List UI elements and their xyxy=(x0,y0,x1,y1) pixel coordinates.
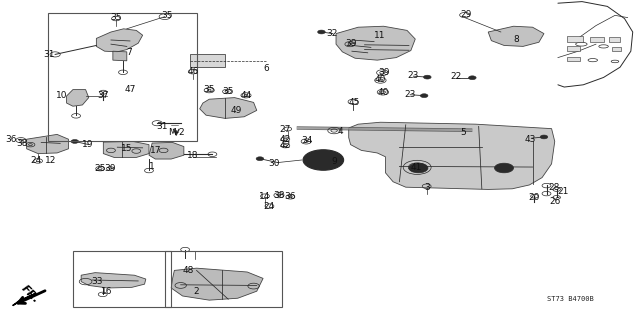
Text: 23: 23 xyxy=(404,90,416,99)
Circle shape xyxy=(540,135,548,139)
Circle shape xyxy=(495,163,514,173)
Text: 38: 38 xyxy=(273,191,285,200)
Polygon shape xyxy=(67,90,89,106)
Polygon shape xyxy=(149,142,184,159)
Text: 36: 36 xyxy=(6,135,17,144)
Text: 14: 14 xyxy=(259,192,271,201)
Bar xyxy=(567,46,580,51)
Text: 30: 30 xyxy=(268,159,280,168)
Text: 48: 48 xyxy=(183,266,194,275)
Text: 12: 12 xyxy=(45,156,56,165)
Text: 49: 49 xyxy=(231,106,242,115)
Circle shape xyxy=(469,76,476,80)
Text: 5: 5 xyxy=(460,128,466,137)
Polygon shape xyxy=(13,294,35,306)
Text: 35: 35 xyxy=(204,85,215,94)
Circle shape xyxy=(311,154,336,166)
Polygon shape xyxy=(81,273,146,288)
Text: 20: 20 xyxy=(529,193,540,202)
Polygon shape xyxy=(96,29,143,52)
Text: 32: 32 xyxy=(327,29,338,38)
Circle shape xyxy=(318,30,325,34)
Polygon shape xyxy=(336,26,415,60)
Text: 8: 8 xyxy=(513,36,519,44)
Text: 6: 6 xyxy=(263,64,269,73)
Text: 35: 35 xyxy=(110,13,122,22)
Text: 31: 31 xyxy=(156,122,167,131)
Text: 15: 15 xyxy=(121,144,133,153)
Text: 45: 45 xyxy=(348,98,359,107)
Text: 39: 39 xyxy=(345,39,356,48)
Text: 25: 25 xyxy=(94,164,106,173)
Bar xyxy=(567,57,580,61)
Text: 16: 16 xyxy=(101,287,112,296)
Polygon shape xyxy=(171,268,263,300)
Text: 11: 11 xyxy=(374,31,385,40)
Text: 28: 28 xyxy=(548,183,560,192)
Bar xyxy=(612,47,621,51)
Text: 17: 17 xyxy=(150,146,161,155)
Circle shape xyxy=(256,157,264,161)
Text: 18: 18 xyxy=(187,151,198,160)
Polygon shape xyxy=(200,98,257,118)
Text: 7: 7 xyxy=(126,48,133,57)
Text: 23: 23 xyxy=(408,71,419,80)
Bar xyxy=(48,13,197,141)
Text: 38: 38 xyxy=(16,140,27,148)
Text: 27: 27 xyxy=(280,125,291,134)
Text: 1: 1 xyxy=(149,162,155,171)
Text: 29: 29 xyxy=(460,10,472,19)
Text: 42: 42 xyxy=(280,141,291,150)
Circle shape xyxy=(317,157,330,163)
Text: 26: 26 xyxy=(549,197,560,206)
Text: 3: 3 xyxy=(424,183,430,192)
Bar xyxy=(165,251,282,307)
Bar xyxy=(609,37,620,42)
Text: 40: 40 xyxy=(377,88,389,97)
Text: 41: 41 xyxy=(411,163,422,172)
Circle shape xyxy=(303,150,344,170)
Text: 2: 2 xyxy=(194,287,199,296)
Text: 4: 4 xyxy=(338,127,343,136)
Text: 47: 47 xyxy=(124,85,136,94)
Text: 10: 10 xyxy=(56,92,68,100)
Text: 21: 21 xyxy=(557,188,569,196)
Text: 39: 39 xyxy=(378,68,389,77)
Text: 22: 22 xyxy=(451,72,462,81)
Text: 39: 39 xyxy=(105,164,116,173)
Text: 19: 19 xyxy=(82,140,93,149)
Polygon shape xyxy=(113,51,127,61)
Circle shape xyxy=(71,140,79,143)
Circle shape xyxy=(409,163,428,173)
Text: 35: 35 xyxy=(223,87,234,96)
Polygon shape xyxy=(190,54,225,67)
Text: ST73 B4700B: ST73 B4700B xyxy=(547,296,594,302)
Text: 24: 24 xyxy=(30,156,42,165)
Text: 46: 46 xyxy=(188,67,199,76)
Bar xyxy=(73,251,171,307)
Text: 44: 44 xyxy=(240,92,252,100)
Text: 24: 24 xyxy=(264,202,275,211)
Polygon shape xyxy=(103,141,149,157)
Text: FR.: FR. xyxy=(20,284,41,305)
Polygon shape xyxy=(349,122,555,189)
Circle shape xyxy=(420,94,428,98)
Text: 33: 33 xyxy=(91,277,103,286)
Polygon shape xyxy=(488,26,544,46)
Text: 34: 34 xyxy=(301,136,313,145)
Polygon shape xyxy=(27,134,68,154)
Text: 37: 37 xyxy=(98,92,109,100)
Text: 35: 35 xyxy=(161,12,172,20)
Text: 40: 40 xyxy=(375,76,386,84)
Circle shape xyxy=(424,75,431,79)
Text: M-2: M-2 xyxy=(168,128,184,137)
Text: 9: 9 xyxy=(331,157,337,166)
Text: 36: 36 xyxy=(285,192,296,201)
Text: 42: 42 xyxy=(280,135,291,144)
Bar xyxy=(590,37,604,42)
Text: 43: 43 xyxy=(524,135,536,144)
Bar xyxy=(567,36,583,42)
Text: 31: 31 xyxy=(43,50,55,59)
